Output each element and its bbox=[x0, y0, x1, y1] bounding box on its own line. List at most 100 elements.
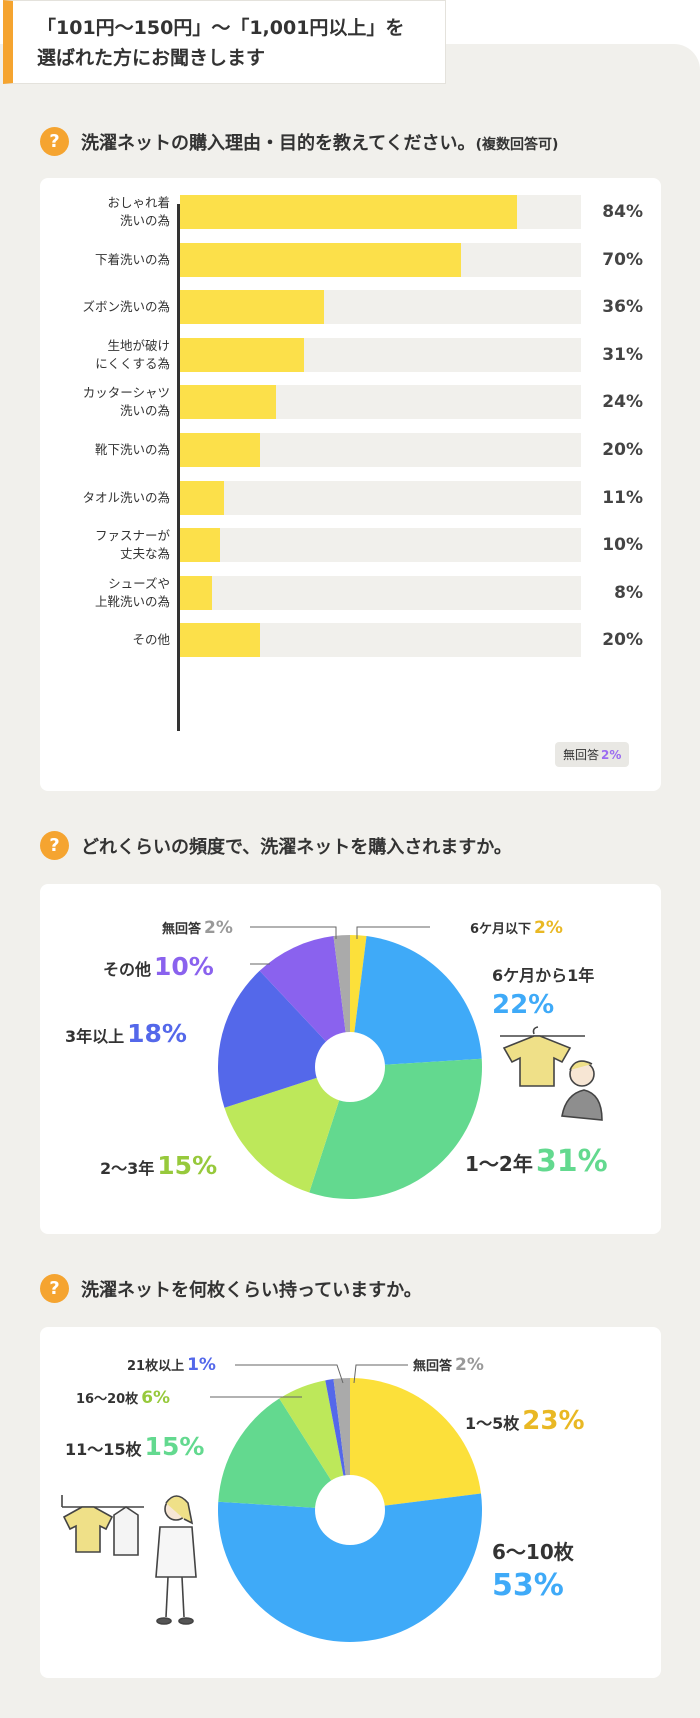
bar-row: タオル洗いの為 11% bbox=[40, 480, 661, 515]
header-line-2: 選ばれた方にお聞きします bbox=[37, 47, 266, 69]
question-2-title: ? どれくらいの頻度で、洗濯ネットを購入されますか。 bbox=[40, 831, 512, 860]
bar-row: 下着洗いの為 70% bbox=[40, 242, 661, 277]
bar-row: ファスナーが 丈夫な為 10% bbox=[40, 528, 661, 563]
person-icon bbox=[561, 1060, 603, 1121]
pie-slice-label: 16〜20枚 6% bbox=[76, 1388, 170, 1408]
pie-value-label: 22% bbox=[492, 990, 554, 1020]
pie-value-label: 2% bbox=[455, 1355, 484, 1375]
bar-category-label: 下着洗いの為 bbox=[94, 251, 170, 267]
pie-slice bbox=[350, 936, 482, 1067]
pie-slice-label: 1〜5枚 23% bbox=[465, 1406, 585, 1436]
pie-slice bbox=[218, 1398, 350, 1510]
bar-track bbox=[180, 433, 581, 467]
bar-track bbox=[180, 623, 581, 658]
bar-category-label: ファスナーが 丈夫な為 bbox=[94, 528, 170, 562]
bar-category-label: ズボン洗いの為 bbox=[82, 299, 170, 315]
donut-hole bbox=[315, 1475, 385, 1545]
bar bbox=[180, 195, 517, 229]
clothes-hanger-icon bbox=[500, 1026, 585, 1087]
bar-value-label: 31% bbox=[602, 344, 643, 365]
count-donut-chart: 1〜5枚 23% 6〜10枚 53% 11〜15枚 15% 16〜20枚 6% 21枚以上 1% 無… bbox=[61, 1355, 585, 1643]
bar-track bbox=[180, 242, 581, 277]
bar bbox=[180, 528, 221, 563]
bar-row: 生地が破け にくくする為 31% bbox=[40, 337, 661, 372]
pie-slice-label: 6ケ月から1年 bbox=[492, 966, 594, 985]
pie-value-label: 15% bbox=[145, 1432, 205, 1461]
pie-value-label: 10% bbox=[154, 952, 214, 981]
pie-value-label: 23% bbox=[522, 1406, 584, 1436]
header-line-1: 「101円〜150円」〜「1,001円以上」を bbox=[37, 17, 405, 39]
no-answer-label: 無回答 bbox=[563, 748, 600, 762]
bar-category-label: その他 bbox=[132, 632, 170, 648]
bar bbox=[180, 337, 305, 372]
bar-category-label: おしゃれ着 洗いの為 bbox=[107, 195, 170, 228]
question-3-title: ? 洗濯ネットを何枚くらい持っていますか。 bbox=[40, 1274, 422, 1303]
leader-lines bbox=[250, 926, 430, 965]
pie-slice bbox=[218, 1493, 482, 1643]
bar-track bbox=[180, 385, 581, 420]
bar-category-label: 生地が破け にくくする為 bbox=[95, 337, 170, 371]
pie-value-label: 31% bbox=[536, 1144, 608, 1179]
question-mark-icon: ? bbox=[40, 831, 69, 860]
pie-value-label: 1% bbox=[187, 1355, 216, 1375]
bar-chart-axis bbox=[177, 204, 180, 731]
pie-slice bbox=[350, 1378, 481, 1510]
bar-value-label: 36% bbox=[602, 297, 643, 318]
bar-row: ズボン洗いの為 36% bbox=[40, 290, 661, 325]
bar bbox=[180, 623, 261, 658]
pie-slice-label: 2〜3年 15% bbox=[100, 1151, 217, 1180]
bar bbox=[180, 433, 261, 467]
bar-track bbox=[180, 575, 581, 610]
question-mark-icon: ? bbox=[40, 127, 69, 156]
question-1-label: 洗濯ネットの購入理由・目的を教えてください。 bbox=[81, 132, 476, 154]
count-pie-card: 1〜5枚 23% 6〜10枚 53% 11〜15枚 15% 16〜20枚 6% 21枚以上 1% 無… bbox=[40, 1327, 661, 1678]
frequency-pie-card: 6ケ月以下 2% 6ケ月から1年 22% 1〜2年 31% 2〜3年 15% 3年以上 18% その… bbox=[40, 884, 661, 1234]
bar-row: おしゃれ着 洗いの為 84% bbox=[40, 195, 661, 229]
no-answer-badge: 無回答 2% bbox=[555, 742, 630, 767]
bar-row: その他 20% bbox=[40, 623, 661, 658]
bar bbox=[180, 290, 325, 325]
pie-slice-label: 21枚以上 1% bbox=[127, 1355, 216, 1375]
no-answer-value: 2% bbox=[601, 747, 622, 762]
bar-value-label: 20% bbox=[602, 440, 643, 460]
bar-value-label: 8% bbox=[614, 582, 643, 603]
bar-track bbox=[180, 337, 581, 372]
bar bbox=[180, 242, 461, 277]
pie-value-label: 2% bbox=[204, 918, 233, 938]
question-2-text: どれくらいの頻度で、洗濯ネットを購入されますか。 bbox=[81, 836, 512, 858]
bar-category-label: シューズや 上靴洗いの為 bbox=[94, 575, 170, 609]
leader-lines bbox=[210, 1364, 408, 1398]
pie-slice bbox=[279, 1380, 350, 1510]
pie-slice-label: 6ケ月以下 2% bbox=[470, 918, 563, 938]
donut-hole bbox=[315, 1032, 385, 1102]
pie-slice-label: 無回答 2% bbox=[162, 918, 233, 938]
bar-track bbox=[180, 290, 581, 325]
question-1-title: ? 洗濯ネットの購入理由・目的を教えてください。(複数回答可) bbox=[40, 127, 558, 156]
pie-value-label: 6% bbox=[141, 1388, 170, 1408]
bar-row: シューズや 上靴洗いの為 8% bbox=[40, 575, 661, 610]
pie-slice bbox=[224, 1067, 350, 1193]
pie-slice-label: 無回答 2% bbox=[413, 1355, 484, 1375]
bar-track bbox=[180, 480, 581, 515]
bar-value-label: 84% bbox=[602, 202, 643, 222]
pie-value-label: 2% bbox=[534, 918, 563, 938]
pie-slice-label: 6〜10枚 bbox=[492, 1540, 575, 1564]
bar-chart-card: おしゃれ着 洗いの為 84% 下着洗いの為 70% ズボン洗いの為 36% 生地が破け にくくす… bbox=[40, 178, 661, 791]
bar-row: 靴下洗いの為 20% bbox=[40, 433, 661, 467]
frequency-donut-chart: 6ケ月以下 2% 6ケ月から1年 22% 1〜2年 31% 2〜3年 15% 3年以上 18% その… bbox=[65, 918, 608, 1199]
pie-value-label: 53% bbox=[492, 1568, 564, 1603]
page-header: 「101円〜150円」〜「1,001円以上」を 選ばれた方にお聞きします bbox=[3, 0, 446, 84]
pie-slice-label: その他 10% bbox=[103, 952, 214, 981]
pie-value-label: 15% bbox=[157, 1151, 217, 1180]
bar-category-label: タオル洗いの為 bbox=[82, 489, 170, 505]
bar-value-label: 10% bbox=[602, 535, 643, 556]
pie-slice bbox=[259, 936, 350, 1067]
bar-track bbox=[180, 195, 581, 229]
bar-category-label: カッターシャツ 洗いの為 bbox=[82, 385, 170, 419]
question-1-text: 洗濯ネットの購入理由・目的を教えてください。(複数回答可) bbox=[81, 129, 558, 155]
bar bbox=[180, 575, 213, 610]
bar bbox=[180, 385, 277, 420]
pie-slice-label: 3年以上 18% bbox=[65, 1019, 187, 1048]
bar-value-label: 24% bbox=[602, 392, 643, 413]
bar-value-label: 20% bbox=[602, 630, 643, 651]
